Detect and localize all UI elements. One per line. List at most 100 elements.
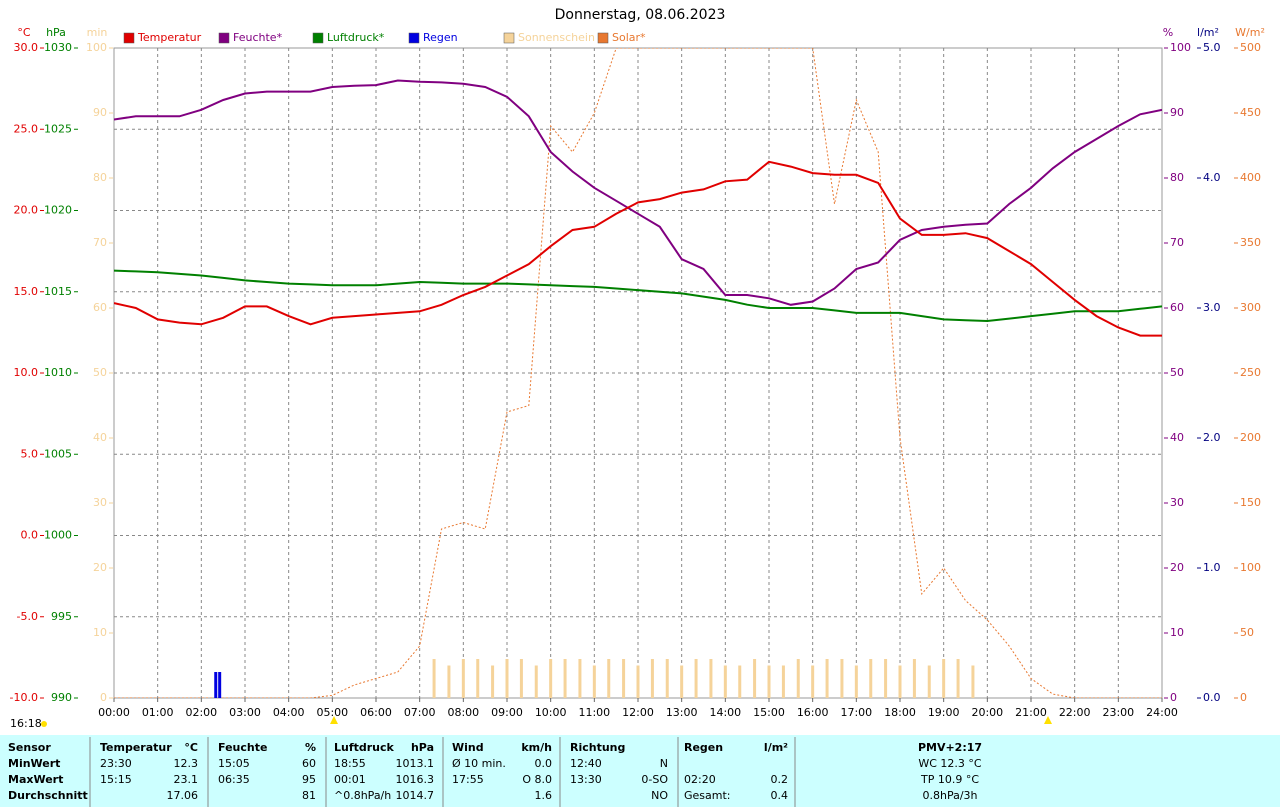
table-cell: 95 [302,773,316,786]
bar [723,665,727,698]
x-tick-label: 11:00 [578,706,610,719]
table-cell: N [660,757,668,770]
x-tick-label: 16:00 [797,706,829,719]
y-tick-label: 1.0 [1203,561,1221,574]
table-cell: 17.06 [167,789,199,802]
y-tick-label: 30 [93,496,107,509]
bar [607,659,611,698]
sun-marker [41,721,47,727]
y-tick-label: 10 [1170,626,1184,639]
y-tick-label: 450 [1240,106,1261,119]
x-tick-label: 18:00 [884,706,916,719]
bar [854,665,858,698]
bar [491,665,495,698]
y-tick-label: 15.0 [14,285,39,298]
legend-swatch [312,32,324,44]
y-tick-label: 200 [1240,431,1261,444]
y-tick-label: 500 [1240,41,1261,54]
table-cell: Sensor [8,741,51,754]
y-tick-label: 1020 [44,204,72,217]
sunrise-marker [330,716,338,724]
x-tick-label: 21:00 [1015,706,1047,719]
bar [694,659,698,698]
table-cell: Ø 10 min. [452,757,506,770]
x-tick-label: 06:00 [360,706,392,719]
bar [971,665,975,698]
legend-label: Feuchte* [233,31,283,44]
x-tick-label: 03:00 [229,706,261,719]
y-tick-label: 70 [93,236,107,249]
table-cell: 1.6 [535,789,553,802]
table-cell: 23:30 [100,757,132,770]
y-tick-label: 50 [1240,626,1254,639]
y-tick-label: 3.0 [1203,301,1221,314]
x-tick-label: 19:00 [928,706,960,719]
bar [519,659,523,698]
bar [869,659,873,698]
table-cell: MaxWert [8,773,63,786]
table-cell: 15:05 [218,757,250,770]
y-tick-label: 40 [1170,431,1184,444]
table-cell: hPa [411,741,434,754]
bar [563,659,567,698]
table-cell: 0-SO [641,773,668,786]
y-tick-label: 20.0 [14,204,39,217]
y-tick-label: 10 [93,626,107,639]
y-tick-label: 350 [1240,236,1261,249]
axis-unit: °C [17,26,31,39]
y-tick-label: 0.0 [21,529,39,542]
legend-swatch [123,32,135,44]
y-tick-label: 10.0 [14,366,39,379]
x-tick-label: 13:00 [666,706,698,719]
bar [461,659,465,698]
y-tick-label: 300 [1240,301,1261,314]
y-tick-label: 0 [100,691,107,704]
table-cell: 12:40 [570,757,602,770]
bar [898,665,902,698]
x-tick-label: 15:00 [753,706,785,719]
y-tick-label: 90 [93,106,107,119]
x-tick-label: 12:00 [622,706,654,719]
timestamp: 16:18 [10,717,42,730]
bar [680,665,684,698]
table-cell: Gesamt: [684,789,731,802]
bar [592,665,596,698]
table-cell: 1013.1 [396,757,435,770]
table-cell: 17:55 [452,773,484,786]
y-tick-label: 20 [1170,561,1184,574]
table-cell: 81 [302,789,316,802]
table-cell: O 8.0 [522,773,552,786]
table-cell: 00:01 [334,773,366,786]
legend-label: Sonnenschein [518,31,595,44]
y-tick-label: 60 [1170,301,1184,314]
bar [549,659,553,698]
bar [781,665,785,698]
bar [665,659,669,698]
bar [432,659,436,698]
y-tick-label: 20 [93,561,107,574]
table-cell: km/h [521,741,552,754]
table-cell: 12.3 [174,757,199,770]
y-tick-label: 80 [1170,171,1184,184]
table-cell: % [305,741,316,754]
bar [505,659,509,698]
bar [767,665,771,698]
y-tick-label: 1005 [44,447,72,460]
y-tick-label: 100 [1240,561,1261,574]
y-tick-label: 5.0 [21,447,39,460]
legend-swatch [597,32,609,44]
table-cell: 23.1 [174,773,199,786]
y-tick-label: 150 [1240,496,1261,509]
y-tick-label: 4.0 [1203,171,1221,184]
bar [218,672,222,698]
y-tick-label: 90 [1170,106,1184,119]
table-cell: Temperatur [100,741,172,754]
y-tick-label: 50 [1170,366,1184,379]
y-tick-label: 995 [51,610,72,623]
table-cell: WC 12.3 °C [918,757,982,770]
x-tick-label: 09:00 [491,706,523,719]
y-tick-label: 0 [1240,691,1247,704]
bar [927,665,931,698]
table-cell: Wind [452,741,484,754]
